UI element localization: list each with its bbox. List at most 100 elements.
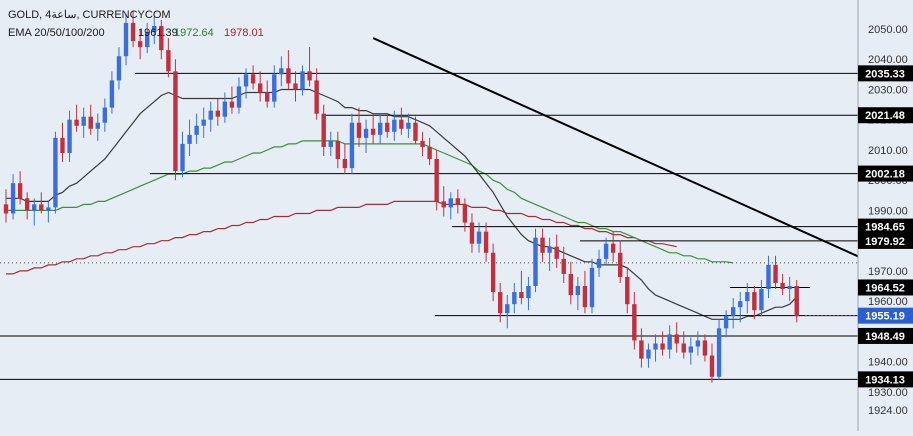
candle-body [596, 258, 602, 268]
candle-body [512, 292, 517, 305]
candle-body [32, 204, 37, 211]
candle-body [180, 143, 185, 172]
candle-body [667, 334, 672, 350]
candle-body [74, 119, 79, 126]
axis-tick-label: 1960.00 [868, 296, 908, 308]
candle-body [116, 56, 122, 81]
level-labels: 2035.33 2021.48 2002.18 1984.65 1979.92 1964.… [858, 65, 913, 388]
candle-body [109, 80, 115, 108]
candle-body [328, 140, 333, 147]
candle-body [618, 252, 623, 277]
candle-body [377, 122, 383, 135]
candle-body [279, 68, 284, 75]
candle-body [321, 113, 326, 147]
candle-body [610, 243, 616, 253]
candle-body [60, 137, 65, 153]
candle-body [483, 231, 489, 253]
axis-tick-label: 2040.00 [868, 54, 908, 66]
candle-body [469, 222, 475, 244]
candle-body [738, 301, 743, 308]
candle-body [660, 343, 665, 350]
level-label-1979.92: 1979.92 [865, 236, 905, 248]
candle-body [17, 183, 23, 199]
candle-body [24, 198, 30, 211]
candle-body [639, 340, 644, 359]
ema200-line [6, 200, 677, 275]
level-label-2021.48: 2021.48 [865, 110, 905, 122]
ema-legend-label: EMA 20/50/100/200 [8, 27, 105, 39]
candle-body [455, 198, 461, 205]
candle-body [67, 119, 72, 153]
candle-body [130, 22, 136, 42]
candle-body [603, 243, 609, 259]
level-label-1984.65: 1984.65 [865, 222, 905, 234]
candle-body [137, 41, 143, 48]
candle-body [166, 50, 171, 72]
candle-body [441, 201, 446, 208]
axis-tick-label: 1924.00 [868, 405, 908, 417]
candle-body [300, 71, 305, 90]
candle-body [236, 86, 242, 108]
candle-body [335, 140, 341, 160]
candle-body [215, 110, 220, 117]
candle-body [349, 122, 355, 169]
candle-body [448, 198, 453, 208]
candle-body [681, 343, 686, 353]
candle-body [632, 304, 637, 341]
candle-body [272, 74, 277, 102]
candles [3, 10, 799, 383]
candle-body [568, 273, 573, 296]
candle-body [342, 159, 348, 169]
candle-body [526, 286, 531, 299]
candle-body [794, 286, 799, 317]
candle-body [498, 292, 503, 314]
candle-body [646, 349, 651, 359]
candle-body [730, 307, 736, 317]
candle-body [399, 119, 404, 129]
candle-body [208, 110, 213, 120]
trendline-group [372, 37, 913, 317]
candle-body [406, 122, 411, 129]
candle-body [427, 146, 432, 160]
candle-body [152, 25, 157, 33]
candle-body [356, 122, 362, 138]
candle-body [582, 286, 588, 308]
candle-body [561, 258, 566, 274]
candle-body [547, 246, 552, 253]
level-badge-2021.48 [858, 107, 913, 124]
candle-body [201, 119, 206, 126]
level-badge-1948.49 [858, 327, 913, 344]
candle-body [716, 328, 722, 377]
candle-body [81, 116, 86, 126]
candle-body [575, 286, 581, 296]
level-label-2035.33: 2035.33 [865, 68, 905, 80]
candle-body [370, 128, 376, 135]
candle-body [434, 159, 439, 202]
candle-body [780, 283, 785, 290]
candle-body [589, 267, 595, 308]
candle-body [787, 286, 792, 290]
candle-body [257, 83, 263, 93]
axis-tick-label: 1930.00 [868, 387, 908, 399]
candle-body [194, 125, 199, 135]
candle-body [3, 204, 9, 214]
candle-body [95, 122, 100, 129]
candle-body [229, 101, 235, 108]
candle-body [674, 334, 679, 344]
level-badge-1934.13 [858, 371, 913, 388]
candle-body [123, 22, 129, 57]
candle-body [759, 289, 764, 311]
axis-tick-label: 2010.00 [868, 145, 908, 157]
candle-body [723, 316, 729, 329]
candle-body [314, 80, 319, 114]
candle-body [702, 340, 708, 356]
candle-body [265, 92, 270, 102]
candle-body [159, 25, 164, 51]
candle-body [363, 128, 369, 138]
candle-body [505, 304, 510, 314]
level-badge-2002.18 [858, 165, 913, 182]
ema200-value: 1978.01 [224, 27, 264, 39]
axis-tick-label: 1970.00 [868, 266, 908, 278]
